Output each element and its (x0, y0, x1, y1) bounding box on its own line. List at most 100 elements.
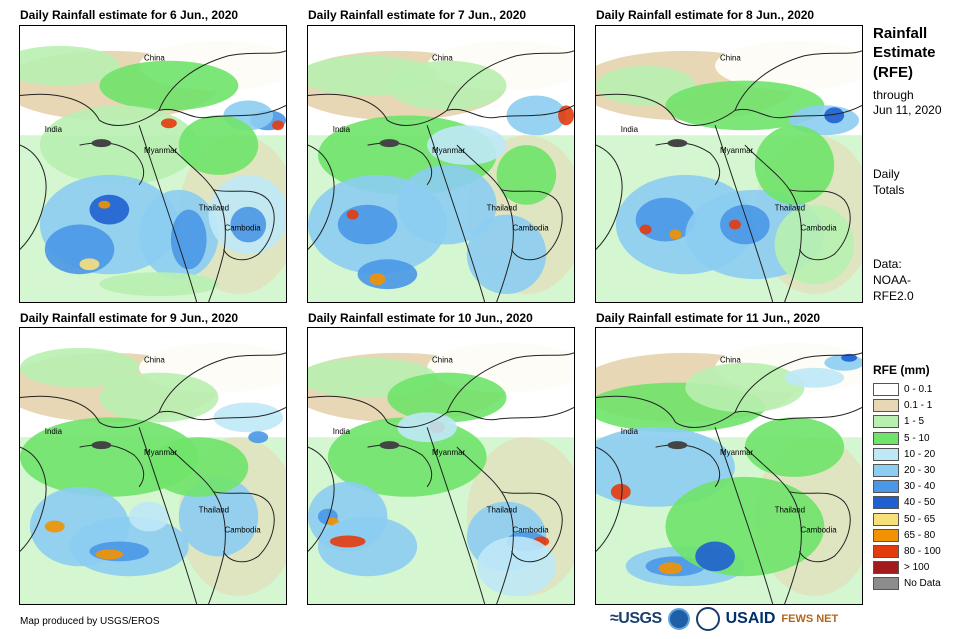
map-label-china: China (720, 54, 741, 63)
country-border (168, 144, 226, 302)
river-delta (667, 441, 688, 450)
map-label-cambodia: Cambodia (224, 224, 261, 233)
country-border (456, 144, 514, 302)
legend-swatch (873, 415, 899, 429)
map-label-myanmar: Myanmar (432, 146, 465, 155)
rainfall-blob (387, 372, 507, 423)
sidebar-data-line3: RFE2.0 (873, 289, 914, 303)
legend-label: 1 - 5 (904, 416, 925, 428)
map-label-cambodia: Cambodia (512, 526, 549, 535)
usaid-seal-icon (695, 607, 720, 631)
country-border (734, 352, 862, 413)
map-label-thailand: Thailand (487, 506, 517, 515)
map-label-cambodia: Cambodia (224, 526, 261, 535)
panel-title-5: Daily Rainfall estimate for 10 Jun., 202… (308, 311, 533, 325)
map-label-thailand: Thailand (775, 204, 805, 213)
legend-label: 0.1 - 1 (904, 400, 933, 412)
rainfall-blob (397, 164, 497, 245)
legend-label: > 100 (904, 562, 930, 574)
river-delta (667, 139, 688, 148)
rainfall-blob (98, 200, 111, 209)
rainfall-blob (658, 562, 683, 575)
rainfall-blob (558, 105, 574, 126)
rainfall-blob (230, 206, 267, 243)
country-border (213, 491, 275, 563)
legend-swatch (873, 544, 899, 558)
map-label-cambodia: Cambodia (800, 224, 837, 233)
country-border (138, 125, 198, 302)
rainfall-blob (427, 125, 507, 165)
country-border (501, 491, 563, 563)
rainfall-blob (496, 145, 557, 205)
coastline (596, 446, 623, 552)
country-border (596, 93, 862, 126)
legend-swatch (873, 577, 899, 591)
country-border (213, 189, 275, 261)
sidebar-title-line1: Rainfall (873, 25, 928, 42)
map-panel-5: China India Myanmar Thailand Cambodia (307, 327, 575, 605)
rainfall-blob (744, 417, 845, 477)
rainfall-blob (337, 204, 398, 245)
river-delta (379, 139, 400, 148)
rainfall-blob (784, 367, 845, 388)
usgs-logo: ≈USGS (610, 610, 662, 627)
legend-swatch (873, 399, 899, 413)
legend-label: 30 - 40 (904, 481, 936, 493)
map-label-china: China (720, 356, 741, 365)
coastline (20, 446, 47, 552)
legend-label: No Data (904, 578, 941, 590)
map-label-myanmar: Myanmar (144, 448, 177, 457)
sidebar-through: through (873, 88, 914, 102)
panel-title-1: Daily Rainfall estimate for 6 Jun., 2020 (20, 8, 239, 22)
sidebar-through-date: Jun 11, 2020 (873, 103, 942, 117)
rainfall-blob (272, 120, 285, 131)
rainfall-blob (248, 431, 269, 444)
rainfall-blob (160, 118, 177, 129)
usaid-logo: USAID (725, 610, 776, 627)
country-border (308, 93, 574, 126)
map-panel-3: China India Myanmar Thailand Cambodia (595, 25, 863, 303)
coastline (20, 144, 47, 250)
rainfall-blob (695, 541, 735, 572)
coastline (596, 144, 623, 250)
noaa-logo (667, 608, 690, 630)
rainfall-blob (387, 60, 507, 111)
panel-title-2: Daily Rainfall estimate for 7 Jun., 2020 (308, 8, 527, 22)
coastline (308, 144, 335, 250)
country-border (426, 427, 486, 604)
rainfall-blob (317, 516, 418, 577)
rainfall-blob (95, 549, 124, 560)
legend-swatch (873, 512, 899, 526)
river-delta (379, 441, 400, 450)
map-panel-2: China India Myanmar Thailand Cambodia (307, 25, 575, 303)
legend-swatch (873, 561, 899, 575)
rainfall-blob (20, 45, 120, 86)
country-border (20, 395, 286, 428)
sidebar-period-line1: Daily (873, 167, 900, 181)
country-border (501, 189, 563, 261)
country-border (714, 427, 774, 604)
country-border (744, 446, 802, 604)
rainfall-blob (170, 209, 207, 270)
legend-swatch (873, 463, 899, 477)
map-panel-4: China India Myanmar Thailand Cambodia (19, 327, 287, 605)
rainfall-blob (466, 214, 547, 295)
country-border (138, 427, 198, 604)
map-label-thailand: Thailand (775, 506, 805, 515)
map-label-myanmar: Myanmar (720, 448, 753, 457)
rainfall-blob (669, 229, 682, 240)
country-border (20, 93, 286, 126)
rainfall-blob (89, 194, 130, 225)
legend-label: 50 - 65 (904, 513, 936, 525)
map-label-thailand: Thailand (487, 204, 517, 213)
rainfall-blob (346, 209, 359, 220)
map-label-myanmar: Myanmar (144, 146, 177, 155)
map-label-thailand: Thailand (199, 204, 229, 213)
country-border (426, 125, 486, 302)
sidebar-title-line2: Estimate (873, 44, 936, 61)
rainfall-blob (178, 115, 259, 175)
panel-title-4: Daily Rainfall estimate for 9 Jun., 2020 (20, 311, 239, 325)
map-label-myanmar: Myanmar (720, 146, 753, 155)
rainfall-blob (754, 125, 835, 205)
rainfall-blob (729, 219, 741, 230)
